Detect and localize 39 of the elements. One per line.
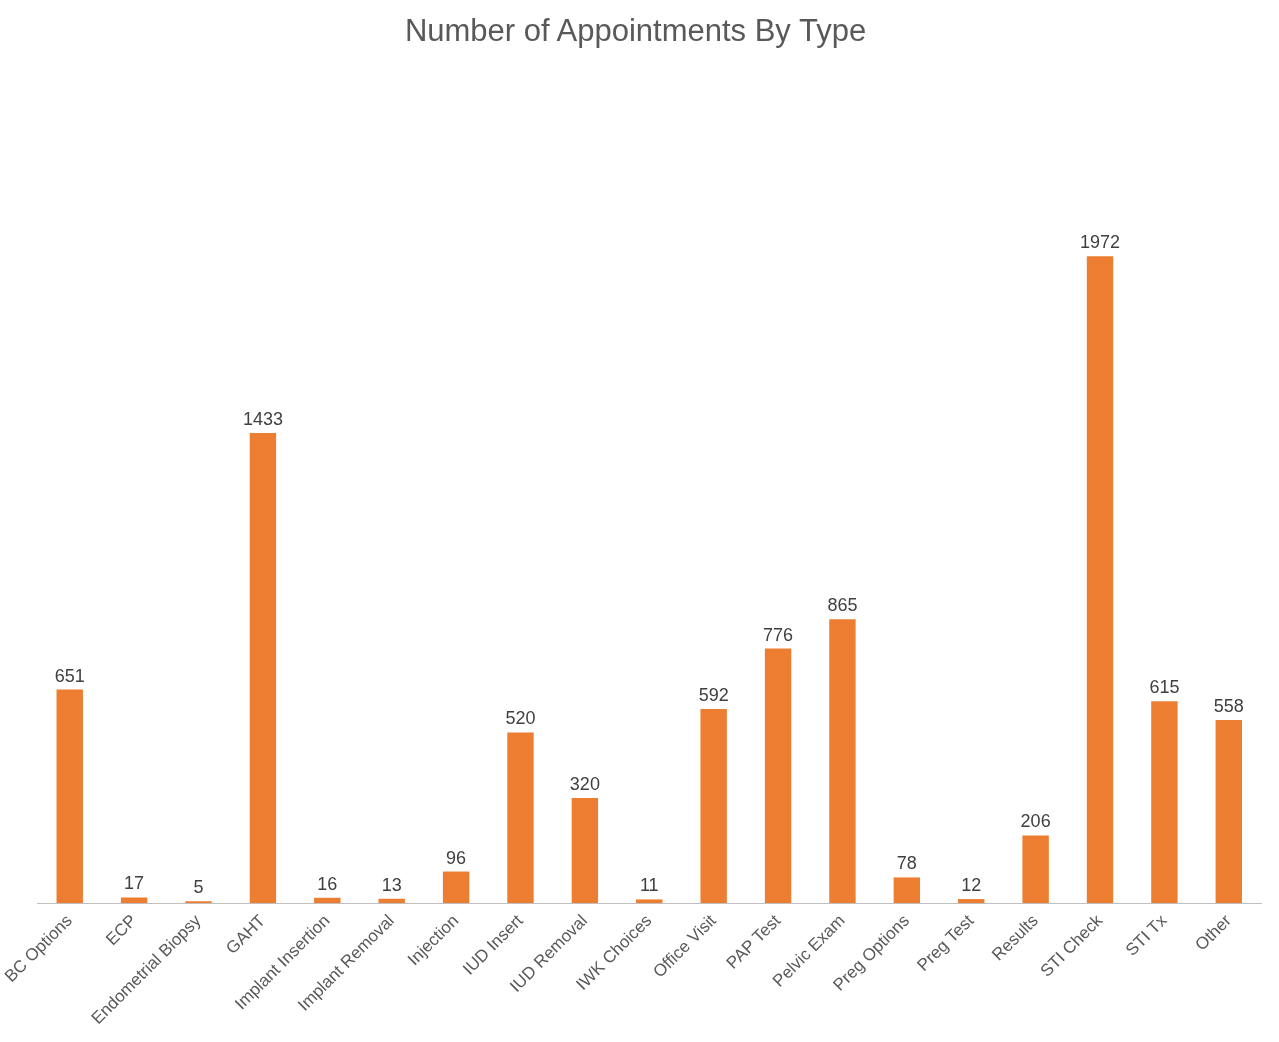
data-label: 651: [54, 665, 85, 686]
bar: [314, 897, 341, 904]
bar: [378, 898, 405, 904]
bar: [120, 897, 148, 904]
bar: [1086, 256, 1114, 904]
data-label: 5: [193, 877, 204, 898]
bar: [636, 899, 663, 904]
bar: [249, 433, 277, 904]
bar: [442, 871, 470, 904]
bar: [829, 619, 856, 904]
bar: [1215, 720, 1242, 904]
data-label: 776: [763, 624, 794, 645]
bar: [571, 798, 599, 904]
bar: [56, 689, 83, 904]
data-label: 520: [505, 708, 536, 729]
data-label: 592: [698, 684, 729, 705]
data-label: 96: [446, 847, 467, 868]
bar: [893, 877, 921, 904]
bar: [1022, 835, 1049, 904]
data-label: 615: [1149, 677, 1180, 698]
data-label: 1433: [242, 409, 283, 430]
data-label: 11: [639, 875, 659, 896]
data-label: 16: [317, 873, 338, 894]
data-label: 13: [381, 874, 402, 895]
data-label: 1972: [1079, 232, 1121, 253]
data-label: 17: [124, 873, 145, 894]
data-label: 78: [896, 853, 917, 874]
chart-title: Number of Appointments By Type: [404, 13, 867, 49]
data-label: 865: [827, 595, 858, 616]
bar: [764, 648, 792, 904]
bar: [958, 899, 985, 904]
data-label: 558: [1213, 696, 1244, 716]
bar: [1151, 701, 1178, 904]
x-tick-label: STI Tx: [1121, 910, 1171, 960]
bar: [507, 732, 534, 904]
bar: [700, 708, 727, 904]
data-label: 206: [1020, 811, 1051, 832]
data-label: 320: [569, 774, 600, 795]
data-label: 12: [961, 875, 982, 896]
